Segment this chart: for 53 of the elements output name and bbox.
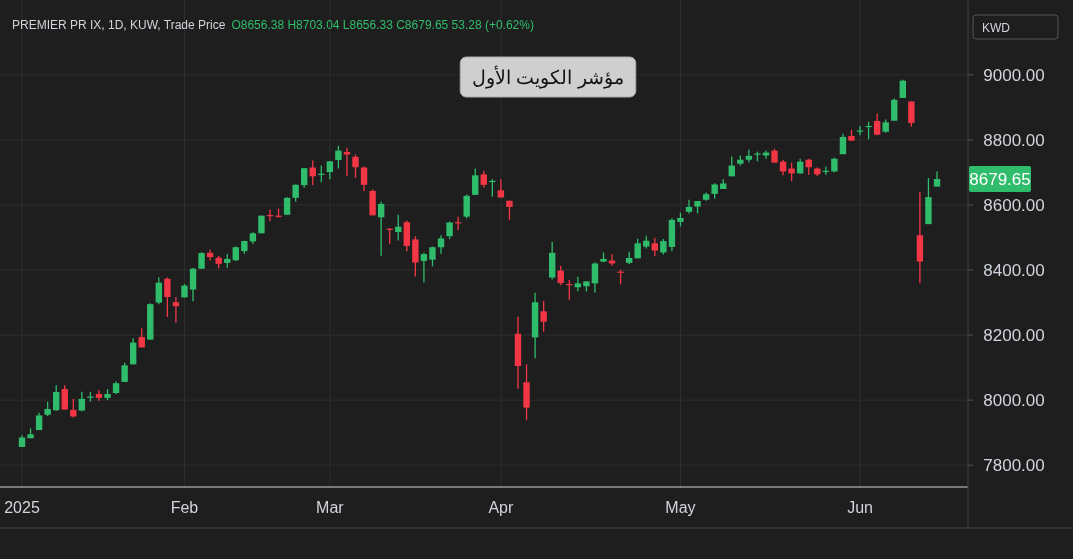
- candlestick: [53, 384, 60, 412]
- annotation: مؤشر الكويت الأول: [472, 65, 624, 89]
- candlestick: [155, 276, 163, 305]
- candlestick: [899, 79, 906, 99]
- candlestick: [908, 100, 915, 128]
- x-tick-label: Mar: [316, 499, 345, 516]
- candlestick: [164, 276, 171, 318]
- candlestick: [301, 167, 308, 189]
- y-tick-label: 9000.00: [983, 65, 1045, 85]
- y-tick-label: 8000.00: [983, 391, 1045, 411]
- x-tick-label: May: [665, 499, 696, 516]
- candlestick: [377, 201, 385, 257]
- candlestick: [651, 237, 658, 257]
- y-tick-label: 8200.00: [983, 326, 1045, 346]
- candlestick: [95, 389, 103, 402]
- candlestick: [403, 219, 411, 252]
- candlestick: [463, 193, 470, 219]
- candlestick: [343, 147, 351, 177]
- candlestick: [856, 125, 864, 136]
- candlestick: [557, 265, 564, 286]
- candlestick: [591, 261, 599, 294]
- candlestick: [189, 267, 197, 302]
- y-tick-label: 8800.00: [983, 130, 1045, 150]
- candlestick: [70, 398, 77, 419]
- candlestick: [745, 149, 753, 163]
- y-tick-label: 7800.00: [983, 456, 1045, 476]
- candlestick: [412, 235, 419, 278]
- candlestick: [395, 214, 402, 242]
- candlestick: [352, 153, 359, 179]
- candlestick: [360, 165, 368, 192]
- candlestick: [129, 337, 137, 366]
- candlestick: [762, 149, 770, 160]
- text: 8679.65: [969, 170, 1031, 190]
- y-tick-label: 8600.00: [983, 195, 1045, 215]
- x-tick-label: Feb: [170, 499, 199, 516]
- candlestick: [121, 362, 128, 383]
- candlestick: [420, 252, 428, 284]
- candlestick: [172, 296, 180, 324]
- y-tick-label: 8400.00: [983, 261, 1045, 281]
- candlestick: [788, 162, 795, 182]
- candlestick: [437, 234, 445, 255]
- candlestick: [472, 167, 479, 196]
- candlestick: [61, 384, 68, 411]
- x-tick-label: 2025: [4, 499, 40, 516]
- candlestick: [335, 145, 342, 170]
- candlestick: [608, 253, 616, 267]
- candlestick: [540, 300, 547, 333]
- x-tick-label: Jun: [847, 499, 873, 516]
- x-tick-label: Apr: [488, 499, 514, 516]
- text: PREMIER PR IX, 1D, KUW, Trade Price: [12, 18, 226, 32]
- text: O8656.38 H8703.04 L8656.33 C8679.65 53.28 (+0.62%): [231, 18, 534, 32]
- y-axis-title: KWD: [982, 21, 1011, 35]
- candlestick: [891, 97, 898, 122]
